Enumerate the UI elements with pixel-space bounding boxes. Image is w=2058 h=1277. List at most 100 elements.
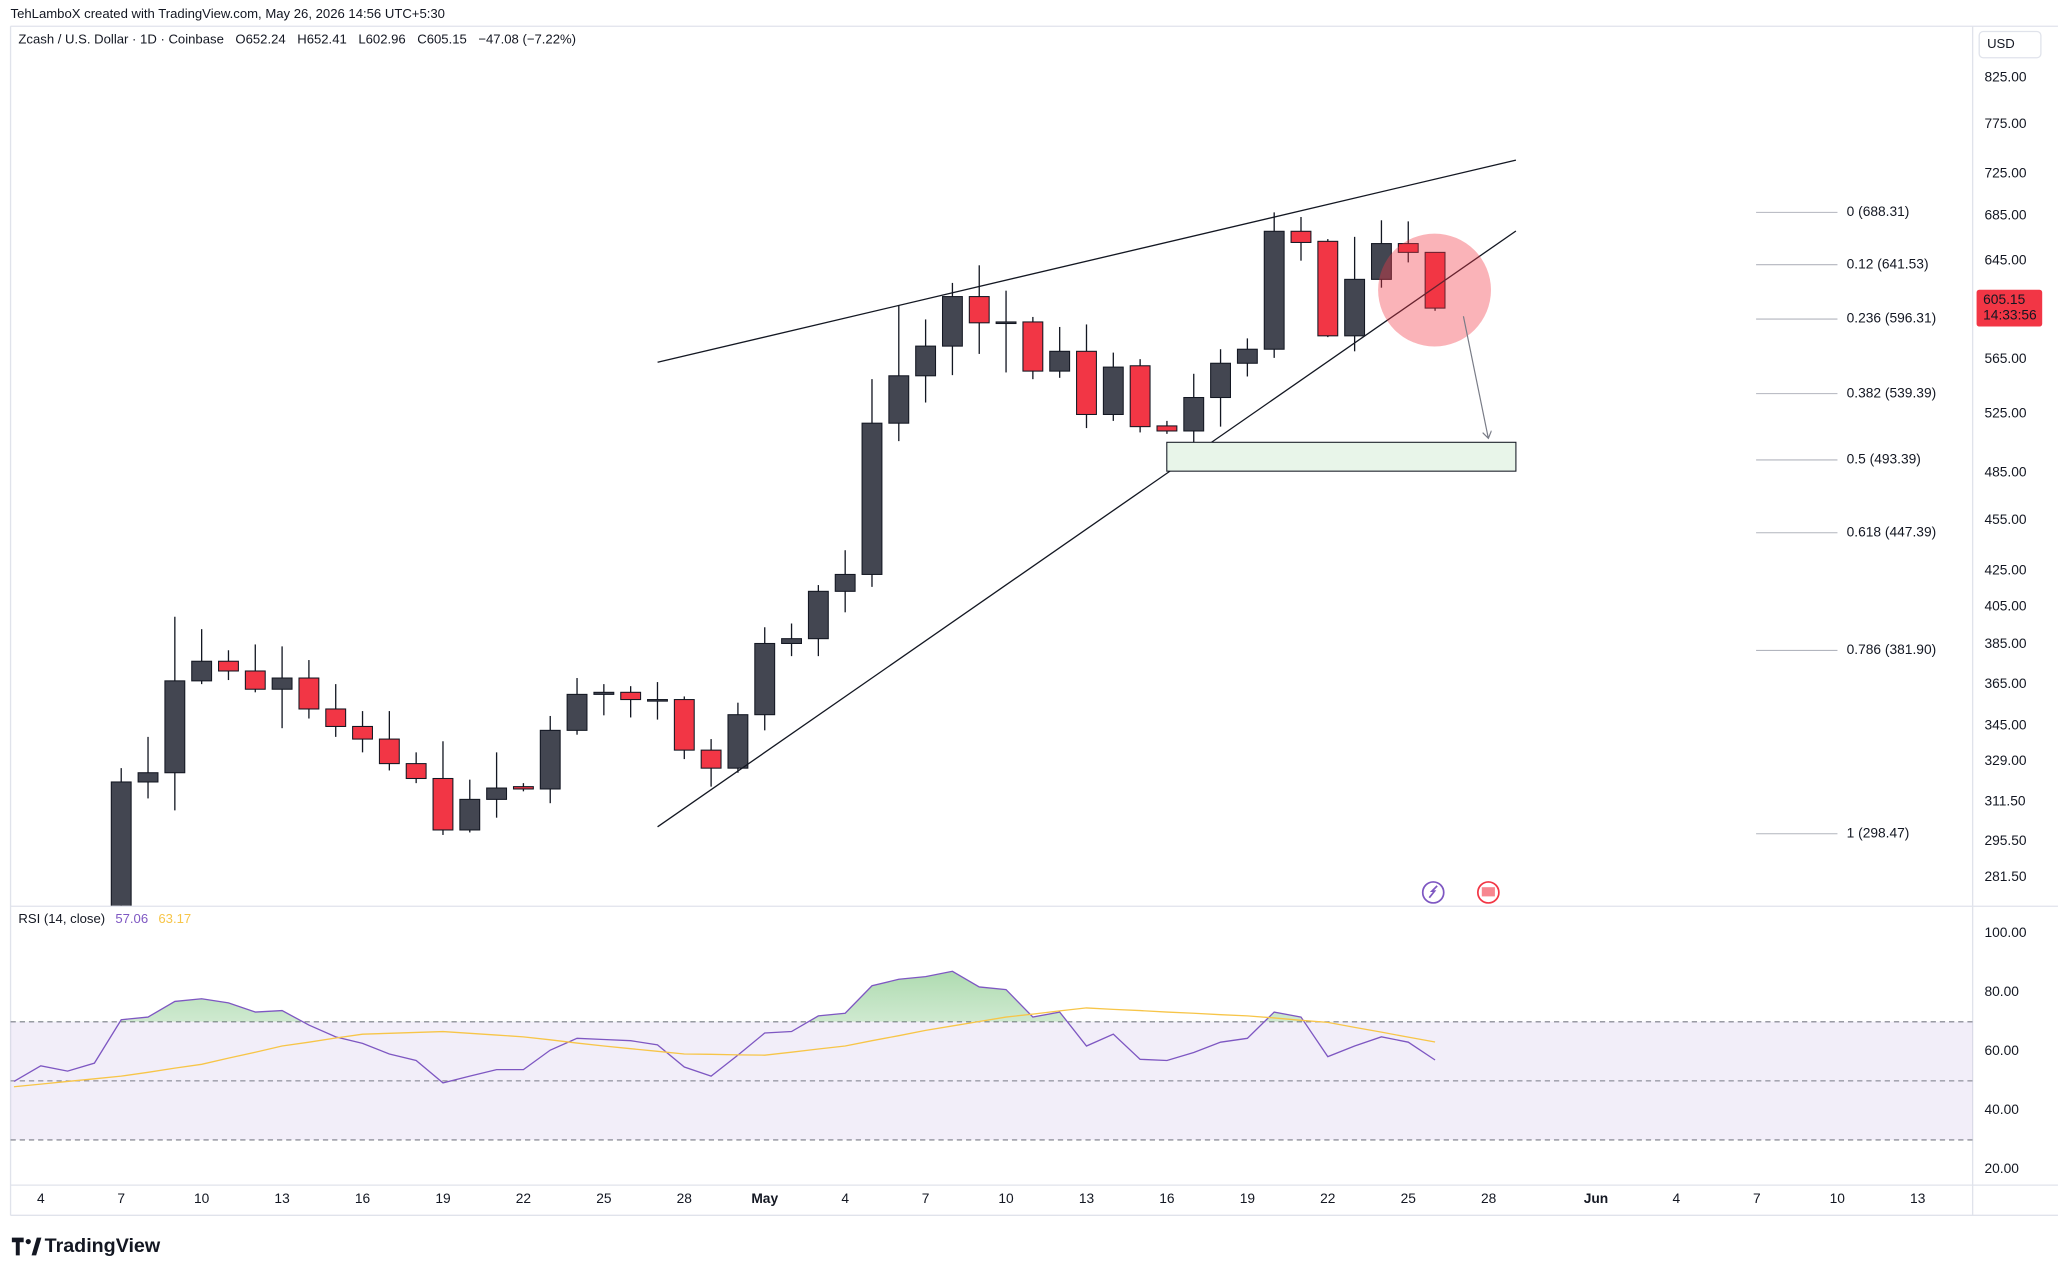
y-tick-label: 645.00 <box>1984 252 2026 267</box>
candle-body <box>968 296 990 324</box>
candle-body <box>218 660 239 672</box>
y-tick-label: 425.00 <box>1984 563 2026 578</box>
rsi-value: 57.06 <box>115 911 148 926</box>
y-tick-label: 295.50 <box>1984 833 2026 848</box>
drawings <box>657 159 1517 828</box>
candle-body <box>941 296 963 347</box>
legend-open: O652.24 <box>235 32 285 47</box>
upper-trendline[interactable] <box>657 159 1517 363</box>
y-tick-label: 775.00 <box>1984 116 2026 131</box>
candle-body <box>352 725 373 740</box>
x-tick-label: 19 <box>435 1191 450 1206</box>
fib-label: 0.618 (447.39) <box>1847 524 1937 539</box>
highlight-circle[interactable] <box>1378 233 1491 347</box>
candle-body <box>459 798 481 831</box>
overbought-fill <box>119 971 1305 1022</box>
x-tick-label: 22 <box>1320 1191 1335 1206</box>
logo-mark <box>11 1237 24 1256</box>
candle-body <box>727 714 749 769</box>
candle-body <box>834 573 856 592</box>
candle-body <box>1022 321 1044 372</box>
candle-body <box>1236 348 1258 364</box>
fib-label: 0.786 (381.90) <box>1847 642 1937 657</box>
candle-body <box>191 660 213 682</box>
x-tick-label: 16 <box>1159 1191 1175 1206</box>
y-tick-label: 825.00 <box>1984 69 2026 84</box>
x-tick-label: 13 <box>1910 1191 1926 1206</box>
x-tick-label: 13 <box>1079 1191 1095 1206</box>
legend-close: C605.15 <box>417 32 467 47</box>
rsi-legend: RSI (14, close) 57.06 63.17 <box>18 911 191 926</box>
arrow[interactable] <box>1462 316 1488 438</box>
candle-body <box>1102 366 1124 416</box>
candle-body <box>1076 350 1097 416</box>
brand-logo: TradingView <box>11 1235 161 1257</box>
candle-body <box>1049 350 1071 372</box>
lower-trendline[interactable] <box>657 230 1517 828</box>
y-tick-label: 405.00 <box>1984 598 2026 613</box>
x-tick-label: 4 <box>37 1191 45 1206</box>
x-tick-label: 22 <box>516 1191 531 1206</box>
candle-body <box>405 763 427 780</box>
x-tick-label: 10 <box>1830 1191 1846 1206</box>
x-tick-label: 10 <box>194 1191 210 1206</box>
candle-body <box>566 693 588 731</box>
candle-body <box>593 691 615 695</box>
target-zone[interactable] <box>1166 441 1517 472</box>
brand: TradingView <box>45 1235 161 1257</box>
candle-body <box>995 321 1017 325</box>
y-tick-label: 455.00 <box>1984 512 2026 527</box>
candle-body <box>1344 278 1366 337</box>
rsi-tick-label: 60.00 <box>1984 1043 2019 1058</box>
x-tick-label: 7 <box>1753 1191 1761 1206</box>
candle-body <box>110 781 132 906</box>
chart-icons <box>1421 881 1500 904</box>
y-tick-label: 281.50 <box>1984 869 2026 884</box>
rsi-ma-line <box>13 1007 1436 1088</box>
candle-body <box>486 787 508 800</box>
candle-body <box>432 777 454 831</box>
y-tick-label: 725.00 <box>1984 165 2026 180</box>
candle-body <box>754 642 776 716</box>
candle-body <box>647 699 668 702</box>
rsi-pane <box>10 970 1973 1141</box>
fib-levels: 0 (688.31) 0.12 (641.53) 0.236 (596.31) 0.3… <box>1756 204 1936 840</box>
currency-box[interactable] <box>1978 30 2042 59</box>
candle-body <box>1129 365 1151 428</box>
price-pane <box>110 212 1446 906</box>
rsi-axis: 100.00 80.00 60.00 40.00 20.00 <box>1984 925 2026 1176</box>
rsi-band-fill <box>10 1021 1973 1140</box>
last-price-label: 605.15 <box>1983 292 2025 307</box>
candle-body <box>888 375 910 424</box>
fib-label: 0.5 (493.39) <box>1847 452 1921 467</box>
fib-label: 0 (688.31) <box>1847 204 1910 219</box>
candle-body <box>700 749 722 769</box>
candle-body <box>244 670 266 690</box>
candle-body <box>298 677 320 710</box>
fib-label: 0.382 (539.39) <box>1847 385 1937 400</box>
last-price-box <box>1976 289 2043 327</box>
x-tick-label: 13 <box>274 1191 290 1206</box>
candle-body <box>807 590 829 640</box>
currency[interactable]: USD <box>1987 36 2015 51</box>
event-icon-bolt <box>1428 885 1438 899</box>
candle-body <box>673 699 695 751</box>
y-tick-label: 385.00 <box>1984 636 2026 651</box>
candle-body <box>137 772 159 783</box>
time-axis: 4 7 10 13 16 19 22 25 28 May 4 7 10 13 16 19 22 25 28 Jun 4 7… <box>37 1191 1926 1206</box>
x-tick-label: 4 <box>1673 1191 1681 1206</box>
x-tick-label: 7 <box>117 1191 125 1206</box>
y-tick-label: 345.00 <box>1984 718 2026 733</box>
x-tick-label: 25 <box>596 1191 612 1206</box>
y-tick-label: 311.50 <box>1984 794 2025 809</box>
candle-body <box>1397 243 1419 253</box>
candle-body <box>1210 362 1232 399</box>
rsi-tick-label: 40.00 <box>1984 1102 2019 1117</box>
rsi-tick-label: 20.00 <box>1984 1161 2019 1176</box>
x-tick-label: 10 <box>998 1191 1014 1206</box>
rsi-title: RSI (14, close) <box>18 911 105 926</box>
countdown: 14:33:56 <box>1983 308 2037 323</box>
y-tick-label: 485.00 <box>1984 464 2026 479</box>
candle-body <box>1317 240 1339 337</box>
